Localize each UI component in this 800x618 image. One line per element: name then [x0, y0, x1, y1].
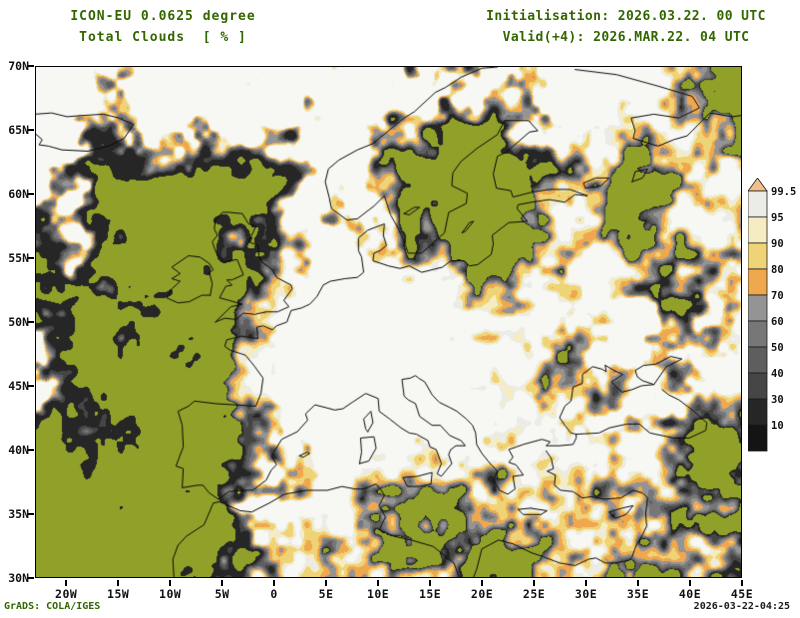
y-axis-label: 40N: [8, 443, 29, 457]
x-axis-label: 30E: [574, 587, 598, 601]
x-axis-tick: [429, 579, 431, 586]
x-axis-tick: [169, 579, 171, 586]
colorbar-label: 95: [771, 212, 784, 224]
x-axis-label: 5E: [318, 587, 334, 601]
x-axis-tick: [689, 579, 691, 586]
colorbar-label: 70: [771, 290, 784, 302]
y-axis-label: 50N: [8, 315, 29, 329]
colorbar-label: 40: [771, 368, 784, 380]
x-axis-label: 45E: [730, 587, 754, 601]
x-axis-tick: [117, 579, 119, 586]
y-axis-tick: [27, 577, 34, 579]
creation-timestamp: 2026-03-22-04:25: [693, 601, 790, 612]
colorbar-segment: [747, 372, 768, 400]
colorbar-label: 90: [771, 238, 784, 250]
x-axis-tick: [377, 579, 379, 586]
colorbar-label: 30: [771, 394, 784, 406]
y-axis-label: 55N: [8, 251, 29, 265]
y-axis-label: 70N: [8, 59, 29, 73]
x-axis-label: 20E: [470, 587, 494, 601]
colorbar: 99.5 95 90 80 70 60 50 40 30 10: [747, 177, 800, 468]
colorbar-segment: [747, 216, 768, 244]
colorbar-svg: 99.5 95 90 80 70 60 50 40 30 10: [747, 177, 796, 452]
colorbar-label: 10: [771, 420, 784, 432]
colorbar-segment: [747, 346, 768, 374]
x-axis-tick: [481, 579, 483, 586]
y-axis-tick: [27, 257, 34, 259]
colorbar-segment: [747, 424, 768, 452]
x-axis-label: 5W: [214, 587, 230, 601]
x-axis-tick: [585, 579, 587, 586]
colorbar-segment: [747, 242, 768, 270]
y-axis-label: 35N: [8, 507, 29, 521]
x-axis-label: 10W: [159, 587, 182, 601]
y-axis-label: 65N: [8, 123, 29, 137]
x-axis-label: 25E: [522, 587, 546, 601]
x-axis-tick: [325, 579, 327, 586]
x-axis-tick: [533, 579, 535, 586]
x-axis-label: 40E: [678, 587, 702, 601]
title-block-right: Initialisation: 2026.03.22. 00 UTC Valid…: [458, 6, 794, 48]
title-block-left: ICON-EU 0.0625 degree Total Clouds [ % ]: [30, 6, 296, 48]
colorbar-segment: [747, 294, 768, 322]
colorbar-label: 99.5: [771, 186, 796, 198]
y-axis-label: 30N: [8, 571, 29, 585]
valid-time: Valid(+4): 2026.MAR.22. 04 UTC: [502, 30, 750, 45]
initialisation-time: Initialisation: 2026.03.22. 00 UTC: [486, 9, 766, 24]
y-axis-label: 60N: [8, 187, 29, 201]
y-axis-label: 45N: [8, 379, 29, 393]
colorbar-label: 80: [771, 264, 784, 276]
colorbar-arrow: [747, 177, 768, 192]
x-axis-tick: [637, 579, 639, 586]
map-frame: [35, 66, 742, 578]
x-axis-tick: [273, 579, 275, 586]
y-axis-tick: [27, 449, 34, 451]
x-axis-tick: [221, 579, 223, 586]
y-axis-tick: [27, 513, 34, 515]
y-axis-tick: [27, 129, 34, 131]
colorbar-segment: [747, 268, 768, 296]
colorbar-label: 50: [771, 342, 784, 354]
y-axis-tick: [27, 65, 34, 67]
field-title: Total Clouds [ % ]: [79, 30, 247, 45]
x-axis-label: 15E: [418, 587, 442, 601]
colorbar-segment: [747, 398, 768, 426]
y-axis-tick: [27, 193, 34, 195]
model-title: ICON-EU 0.0625 degree: [70, 9, 256, 24]
x-axis-tick: [741, 579, 743, 586]
colorbar-label: 60: [771, 316, 784, 328]
x-axis-tick: [65, 579, 67, 586]
x-axis-label: 15W: [107, 587, 130, 601]
y-axis-tick: [27, 321, 34, 323]
y-axis-tick: [27, 385, 34, 387]
x-axis-label: 0: [270, 587, 278, 601]
grads-credit: GrADS: COLA/IGES: [4, 601, 101, 612]
x-axis-label: 10E: [366, 587, 390, 601]
total-clouds-map: [36, 67, 741, 577]
colorbar-segment: [747, 320, 768, 348]
x-axis-label: 20W: [55, 587, 78, 601]
x-axis-label: 35E: [626, 587, 650, 601]
colorbar-segment: [747, 190, 768, 218]
